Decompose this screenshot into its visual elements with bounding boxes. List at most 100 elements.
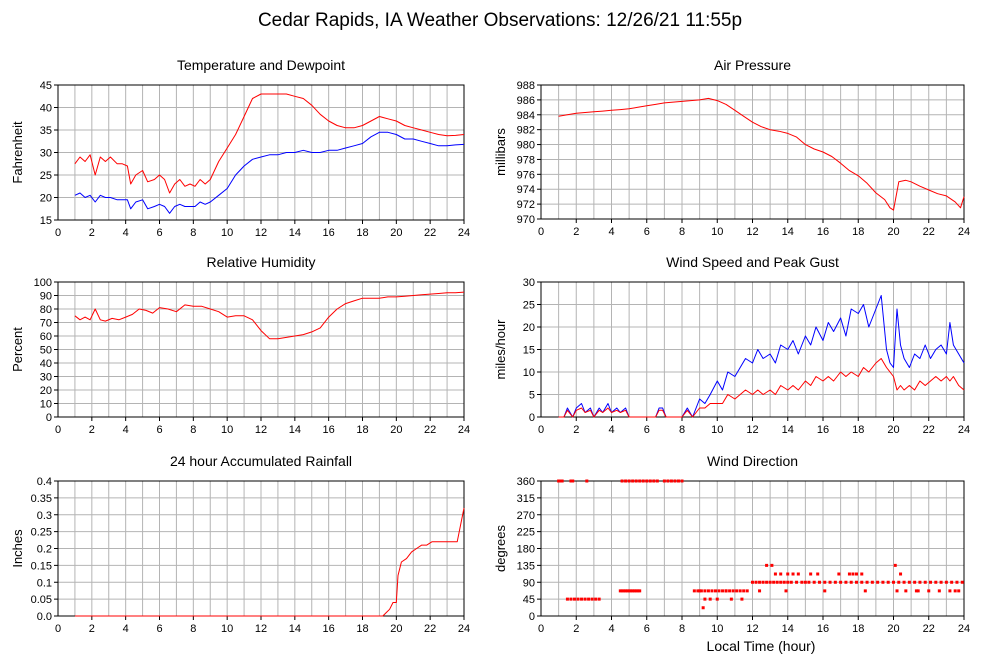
x-tick-label-10: 22 [923, 424, 935, 436]
x-tick-label-10: 22 [424, 424, 436, 436]
series-line-1 [74, 131, 465, 214]
data-point-0-136 [758, 589, 762, 593]
data-point-0-81 [833, 580, 837, 584]
x-tick-label-9: 20 [887, 226, 899, 238]
chart-title: Relative Humidity [207, 254, 316, 270]
data-point-0-98 [923, 580, 927, 584]
x-tick-label-2: 6 [644, 623, 650, 635]
data-point-0-0 [557, 479, 561, 483]
data-point-0-65 [765, 580, 769, 584]
x-tick-label-11: 24 [458, 424, 470, 436]
data-point-0-51 [713, 589, 717, 593]
x-tick-label-8: 18 [356, 227, 368, 239]
y-tick-label-2: 20 [40, 385, 52, 397]
y-tick-label-8: 80 [40, 304, 52, 316]
data-point-0-6 [620, 479, 624, 483]
x-tick-label-8: 18 [356, 623, 368, 635]
data-point-0-13 [645, 479, 649, 483]
series-line-0 [74, 291, 465, 340]
data-point-0-116 [786, 572, 790, 576]
data-point-0-24 [569, 597, 573, 601]
data-point-0-18 [666, 479, 670, 483]
data-point-0-108 [715, 597, 719, 601]
x-tick-label-origin: 0 [55, 227, 61, 239]
data-point-0-5 [585, 479, 589, 483]
y-tick-label-5: 25 [523, 300, 535, 312]
data-point-0-78 [817, 580, 821, 584]
data-point-0-14 [648, 479, 652, 483]
x-tick-label-9: 20 [887, 424, 899, 436]
x-tick-label-3: 8 [679, 623, 685, 635]
x-tick-label-9: 20 [887, 623, 899, 635]
data-point-0-109 [729, 597, 733, 601]
data-point-0-75 [803, 580, 807, 584]
x-tick-label-0: 2 [573, 424, 579, 436]
x-axis-label: Local Time (hour) [707, 638, 816, 654]
x-tick-label-0: 2 [573, 226, 579, 238]
y-axis-label: Fahrenheit [10, 121, 25, 184]
chart-panel-1: Air Pressure 970 972 974 976 978 980 982 984 986 9… [493, 57, 970, 238]
data-point-0-80 [828, 580, 832, 584]
x-tick-label-3: 8 [190, 227, 196, 239]
x-tick-label-2: 6 [156, 623, 162, 635]
x-tick-label-7: 16 [817, 424, 829, 436]
x-tick-label-10: 22 [923, 623, 935, 635]
y-axis-label: miles/hour [493, 319, 508, 380]
data-point-0-128 [904, 589, 908, 593]
y-tick-label-1: 5 [529, 390, 535, 402]
y-axis-label: degrees [493, 525, 508, 572]
x-tick-label-1: 4 [608, 623, 614, 635]
x-tick-label-5: 12 [255, 227, 267, 239]
x-tick-label-origin: 0 [55, 623, 61, 635]
data-point-0-15 [652, 479, 656, 483]
data-point-0-111 [701, 606, 705, 610]
data-point-0-140 [895, 589, 899, 593]
data-point-0-57 [735, 589, 739, 593]
data-point-0-31 [594, 597, 598, 601]
x-tick-label-5: 12 [746, 623, 758, 635]
y-tick-label-6: 0.3 [37, 510, 52, 522]
data-point-0-30 [590, 597, 594, 601]
y-tick-label-1: 10 [40, 399, 52, 411]
x-tick-label-7: 16 [323, 227, 335, 239]
series-line-0 [74, 507, 465, 617]
data-point-0-53 [721, 589, 725, 593]
data-point-0-100 [934, 580, 938, 584]
data-point-0-35 [622, 589, 626, 593]
x-tick-label-8: 18 [356, 424, 368, 436]
y-tick-label-0: 15 [40, 215, 52, 227]
data-point-0-84 [849, 580, 853, 584]
data-point-0-60 [745, 589, 749, 593]
y-tick-label-4: 978 [517, 154, 535, 166]
data-point-0-71 [786, 580, 790, 584]
x-tick-label-7: 16 [817, 623, 829, 635]
data-point-0-89 [876, 580, 880, 584]
x-tick-label-1: 4 [123, 227, 129, 239]
x-tick-label-9: 20 [390, 623, 402, 635]
series-line-0 [74, 93, 465, 194]
data-point-0-127 [899, 572, 903, 576]
data-point-0-87 [865, 580, 869, 584]
data-point-0-121 [837, 572, 841, 576]
data-point-0-55 [728, 589, 732, 593]
x-tick-label-0: 2 [89, 424, 95, 436]
x-tick-label-10: 22 [424, 227, 436, 239]
data-point-0-45 [692, 589, 696, 593]
x-tick-label-6: 14 [289, 424, 301, 436]
data-point-0-134 [698, 589, 702, 593]
x-tick-label-8: 18 [852, 424, 864, 436]
data-point-0-114 [773, 572, 777, 576]
y-tick-label-8: 986 [517, 95, 535, 107]
x-tick-label-4: 10 [221, 623, 233, 635]
y-tick-label-4: 20 [523, 322, 535, 334]
data-point-0-118 [796, 572, 800, 576]
series-line-0 [558, 97, 965, 211]
data-point-0-39 [629, 589, 633, 593]
data-point-0-95 [907, 580, 911, 584]
x-tick-label-11: 24 [958, 226, 970, 238]
y-tick-label-4: 0.2 [37, 544, 52, 556]
data-point-0-38 [627, 589, 631, 593]
x-tick-label-9: 20 [390, 227, 402, 239]
